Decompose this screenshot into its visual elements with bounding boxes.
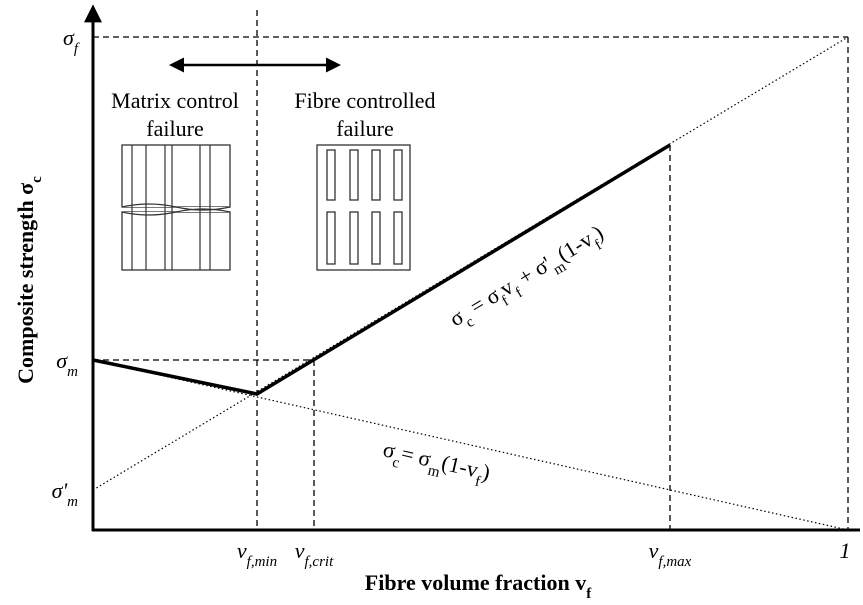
y-label: σf [63,25,80,57]
y-label: σ'm [52,478,79,510]
annotation: failure [146,116,203,141]
text-run: v [237,538,247,563]
subscript: m [67,494,78,510]
text-run: σ [13,183,38,195]
subscript: f [586,586,592,602]
x-label: vf,crit [295,538,334,570]
subscript: m [67,364,78,380]
text-run: v [295,538,305,563]
subscript: f,min [247,554,277,570]
y-label: σm [56,348,78,380]
annotation: Fibre controlled [294,88,435,113]
equation: σc = σfvf + σ'm(1-vf) [445,220,611,337]
x-axis-title: Fibre volume fraction vf [365,570,592,602]
text-run: v [649,538,659,563]
text-run: σ' [52,478,68,503]
text-run: Fibre volume fraction [365,570,575,595]
text-run: v [575,570,586,595]
y-axis-title: Composite strength σc [13,176,45,384]
x-label: vf,max [649,538,692,570]
text-run: Composite strength [13,195,38,384]
subscript: f,max [658,554,691,570]
matrix-failure-icon [122,145,230,270]
diagram: Matrix control failure Fibre controlled … [0,0,863,605]
subscript: c [29,176,45,183]
text-run: ) [480,459,493,485]
text-run: 1 [840,538,851,563]
subscript: f,crit [305,554,335,570]
x-label: vf,min [237,538,277,570]
x-label: 1 [840,538,851,563]
text-run: (1-v [439,450,480,483]
equation: σc= σm(1-vf) [379,436,492,492]
annotation: Matrix control [111,88,239,113]
subscript: f [74,41,80,57]
fibre-failure-icon [317,145,410,270]
annotation: failure [336,116,393,141]
